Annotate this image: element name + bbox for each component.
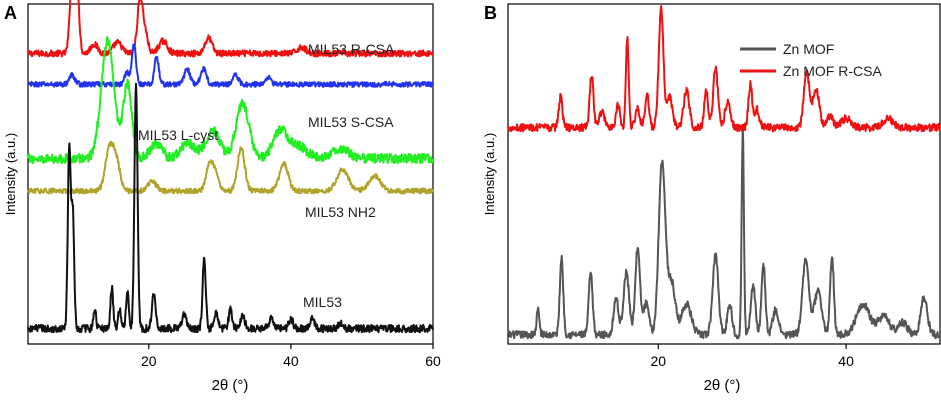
series-line-zn-mof (507, 127, 941, 340)
annotation-mil53-r-csa: MIL53 R-CSA (308, 41, 395, 57)
legend-label-zn-mof-r-csa: Zn MOF R-CSA (783, 63, 882, 79)
panel-a-series (27, 0, 434, 334)
series-line-mil53-nh2 (27, 140, 434, 195)
panel-a-x-axis-label: 2θ (°) (212, 377, 249, 394)
series-line-mil53-r-csa (27, 0, 434, 58)
panel-b-plot-frame (507, 3, 941, 345)
panel-b: B 20 40 2θ (°) Intensity (a.u.) Zn MOF Zn… (482, 3, 941, 394)
annotation-mil53: MIL53 (303, 294, 342, 310)
series-line-mil53-s-csa (27, 43, 434, 88)
legend-label-zn-mof: Zn MOF (783, 41, 834, 57)
panel-a: A 20 40 60 2θ (°) Intensity (a.u.) MIL53 R… (3, 0, 441, 394)
series-line-zn-mof-r-csa (507, 5, 941, 133)
series-line-mil53 (27, 82, 434, 334)
panel-b-label: B (484, 3, 497, 23)
panel-b-x-tick-label: 40 (838, 353, 854, 369)
panel-a-y-axis-label: Intensity (a.u.) (3, 133, 18, 215)
panel-a-x-tick-label: 20 (141, 353, 157, 369)
panel-b-x-ticks: 20 40 (650, 344, 854, 369)
panel-b-y-axis-label: Intensity (a.u.) (482, 133, 497, 215)
annotation-mil53-l-cyst: MIL53 L-cyst (138, 127, 218, 143)
panel-a-x-tick-label: 40 (283, 353, 299, 369)
panel-b-series (507, 5, 941, 340)
panel-b-x-axis-label: 2θ (°) (704, 377, 741, 394)
panel-a-x-ticks: 20 40 60 (141, 344, 441, 369)
panel-a-label: A (4, 3, 17, 23)
panel-a-x-tick-label: 60 (425, 353, 441, 369)
panel-b-legend: Zn MOF Zn MOF R-CSA (740, 41, 882, 79)
panel-a-plot-frame (27, 3, 434, 345)
annotation-mil53-s-csa: MIL53 S-CSA (308, 114, 394, 130)
annotation-mil53-nh2: MIL53 NH2 (305, 204, 376, 220)
series-line-mil53-l-cyst (27, 35, 434, 165)
panel-b-x-tick-label: 20 (650, 353, 666, 369)
